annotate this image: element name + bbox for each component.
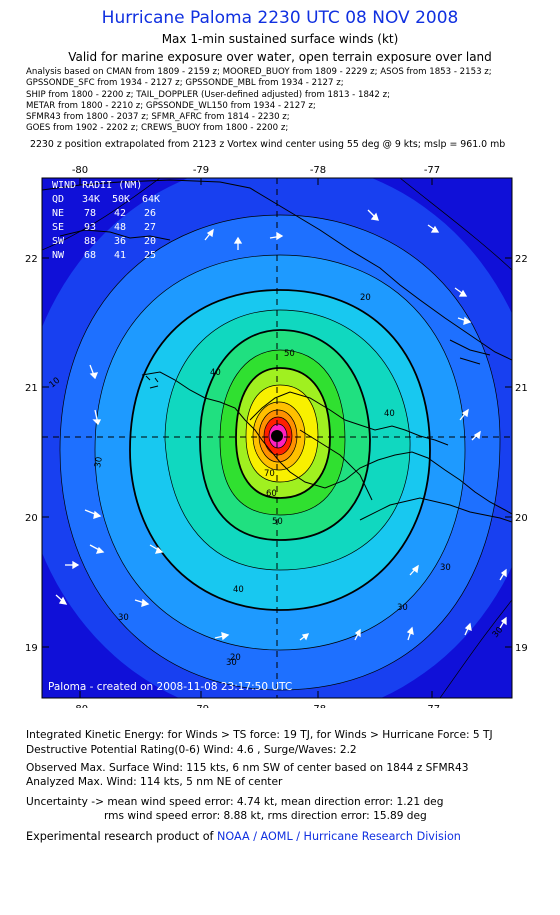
lon-tick-label: -80 [72,165,88,176]
source-line: SHIP from 1800 - 2200 z; TAIL_DOPPLER (U… [26,89,390,100]
contour-label: 20 [360,293,371,303]
lon-tick-label: -79 [193,704,209,708]
hrd-link[interactable]: NOAA / AOML / Hurricane Research Divisio… [217,830,461,843]
integrated-kinetic-energy: Integrated Kinetic Energy: for Winds > T… [26,729,493,741]
contour-label: 40 [210,368,221,378]
lat-tick-label: 22 [25,254,38,265]
map-creation-credit: Paloma - created on 2008-11-08 23:17:50 … [48,681,292,693]
radii-value: 68 [84,250,96,261]
contour-label: 50 [272,517,283,527]
uncertainty-rms: rms wind speed error: 8.88 kt, rms direc… [104,810,427,822]
lat-tick-label: 19 [515,643,528,654]
lon-tick-label: -78 [310,704,326,708]
coastlines [42,179,512,523]
radii-quadrant: NE [52,208,64,219]
position-extrapolation-note: 2230 z position extrapolated from 2123 z… [30,139,506,150]
contour-label: 30 [226,658,237,668]
radii-value: 48 [114,222,126,233]
contour-label: 30 [440,563,451,573]
source-line: GPSSONDE_SFC from 1934 - 2127 z; GPSSOND… [26,78,344,89]
wind-vector-arrows [55,209,507,641]
lat-tick-label: 22 [515,254,528,265]
wind-radii-table: WIND RADII (NM) QD 34K 50K 64K NE 78 42 … [52,180,160,261]
source-line: METAR from 1800 - 2210 z; GPSSONDE_WL150… [26,100,316,111]
product-credit: Experimental research product of NOAA / … [26,830,461,843]
lon-tick-label: -77 [424,704,440,708]
source-line: SFMR43 from 1800 - 2037 z; SFMR_AFRC fro… [26,112,290,123]
map-title: Hurricane Paloma 2230 UTC 08 NOV 2008 [101,8,459,28]
contour-label: 30 [397,603,408,613]
radii-value: 78 [84,208,96,219]
radii-value: 93 [84,222,96,233]
credit-prefix: Experimental research product of [26,830,214,843]
contour-label: 40 [233,585,244,595]
lon-tick-label: -79 [193,165,209,176]
radii-value: 20 [144,236,156,247]
lat-tick-label: 20 [515,513,528,524]
radii-header-64k: 64K [142,194,160,205]
radii-header-qd: QD [52,194,64,205]
contour-label: 50 [284,349,295,359]
contour-label: 70 [264,469,275,479]
lat-tick-label: 20 [25,513,38,524]
radii-quadrant: SW [52,236,65,247]
radii-value: 36 [114,236,126,247]
observed-max-wind: Observed Max. Surface Wind: 115 kts, 6 n… [26,762,469,774]
radii-quadrant: NW [52,250,65,261]
source-line: Analysis based on CMAN from 1809 - 2159 … [26,67,492,77]
source-line: GOES from 1902 - 2202 z; CREWS_BUOY from… [26,123,289,134]
wind-radii-title: WIND RADII (NM) [52,180,142,191]
radii-value: 26 [144,208,156,219]
radii-value: 42 [114,208,126,219]
radii-quadrant: SE [52,222,64,233]
radii-header-50k: 50K [112,194,130,205]
analysis-sources: Analysis based on CMAN from 1809 - 2159 … [26,67,556,135]
destructive-potential-rating: Destructive Potential Rating(0-6) Wind: … [26,744,357,756]
contour-label: 30 [118,613,129,623]
lon-tick-label: -77 [424,165,440,176]
uncertainty-mean: Uncertainty -> mean wind speed error: 4.… [26,796,444,808]
center-crosshair [42,178,512,698]
wind-field-map: 10 30 20 50 40 60 70 50 40 40 30 30 30 3… [0,158,560,715]
contour-lines [42,178,512,698]
axis-ticks [42,178,512,698]
latitude-labels: 22 21 20 19 22 21 20 19 [25,254,528,654]
radii-value: 25 [144,250,156,261]
lon-tick-label: -80 [72,704,88,708]
map-frame [41,177,513,699]
wind-contour-fills: 10 30 20 50 40 60 70 50 40 40 30 30 30 3… [42,178,512,698]
validity-note: Valid for marine exposure over water, op… [68,50,492,64]
contour-label: 60 [266,489,277,499]
lat-tick-label: 19 [25,643,38,654]
analyzed-max-wind: Analyzed Max. Wind: 114 kts, 5 nm NE of … [26,776,283,788]
lon-tick-label: -78 [310,165,326,176]
contour-label: 30 [93,456,105,468]
contour-label: 20 [230,653,241,663]
radii-header-34k: 34K [82,194,100,205]
lat-tick-label: 21 [25,383,38,394]
map-subtitle: Max 1-min sustained surface winds (kt) [161,32,399,46]
radii-value: 27 [144,222,156,233]
contour-label: 40 [384,409,395,419]
lat-tick-label: 21 [515,383,528,394]
radii-value: 88 [84,236,96,247]
radii-value: 41 [114,250,126,261]
